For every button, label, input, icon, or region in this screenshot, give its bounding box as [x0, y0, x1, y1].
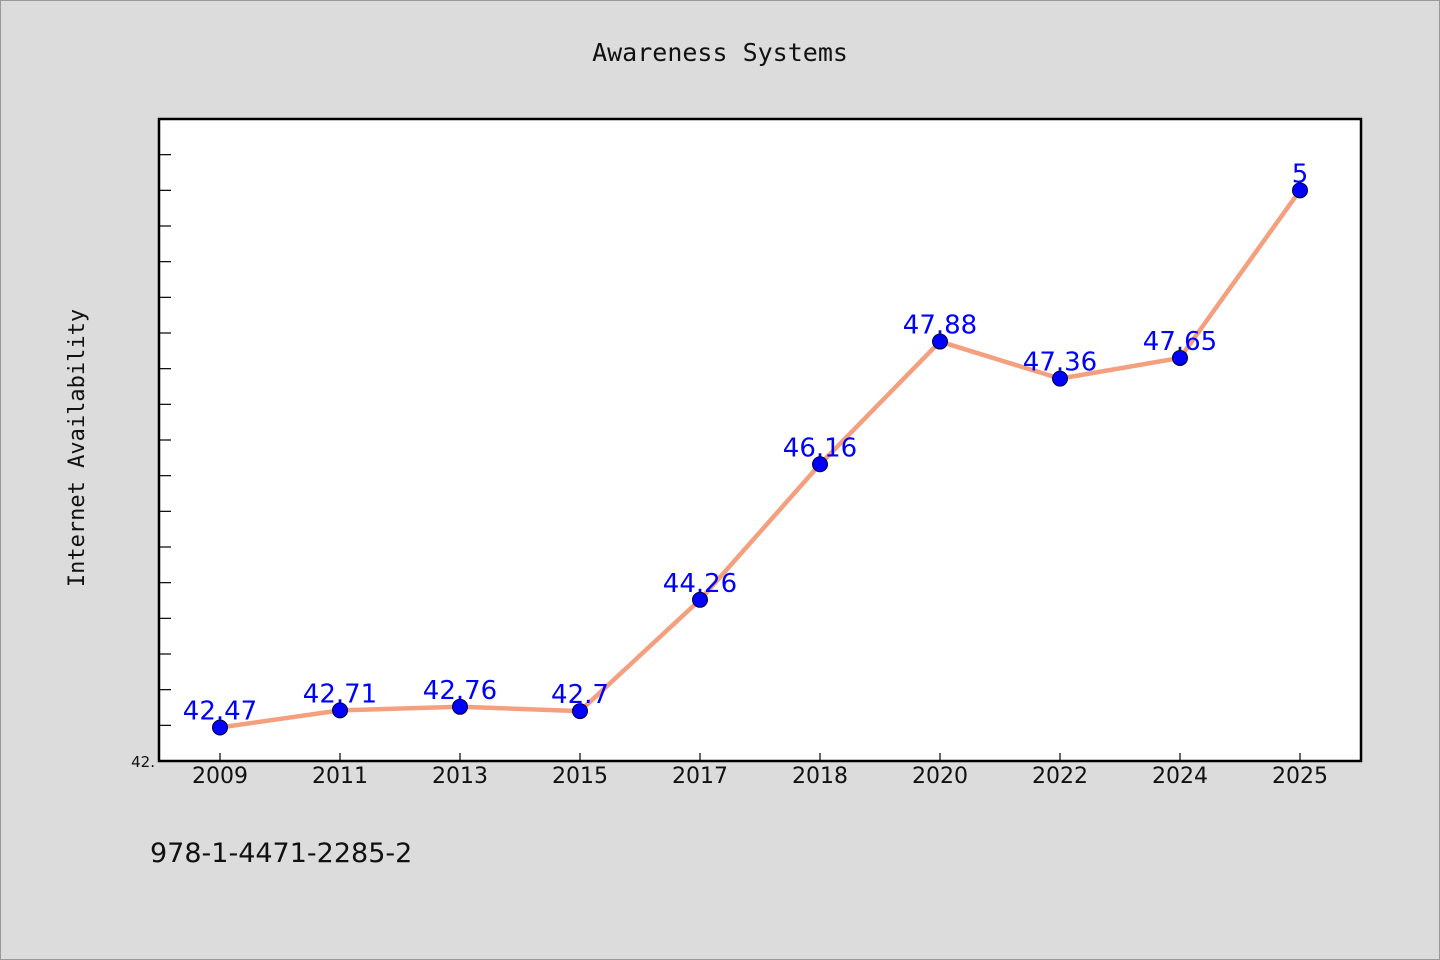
- data-point: [1052, 370, 1068, 387]
- x-tick-label: 2013: [432, 764, 488, 789]
- data-label: 42.7: [551, 680, 609, 710]
- x-tick-label: 2018: [792, 764, 848, 789]
- data-label: 47.88: [903, 311, 977, 341]
- x-tick-label: 2020: [912, 764, 968, 789]
- x-tick-label: 2025: [1272, 764, 1328, 789]
- data-label: 5: [1292, 159, 1309, 189]
- data-point: [1292, 182, 1308, 199]
- data-point: [932, 333, 948, 350]
- series-points: [212, 182, 1308, 736]
- x-tick-label: 2024: [1152, 764, 1208, 789]
- data-point: [692, 591, 708, 608]
- footer-isbn: 978-1-4471-2285-2: [150, 838, 412, 869]
- data-label: 47.65: [1143, 327, 1217, 357]
- data-labels: 42.47 42.71 42.76 42.7 44.26 46.16 47.88 47.36 4…: [183, 159, 1308, 726]
- data-label: 42.71: [303, 679, 377, 709]
- x-tick-label: 2017: [672, 764, 728, 789]
- y-axis-tick-labels: 42.: [131, 753, 155, 771]
- series-lines: [219, 189, 1302, 730]
- data-point: [452, 698, 468, 715]
- x-tick-label: 2011: [312, 764, 368, 789]
- x-tick-label: 2015: [552, 764, 608, 789]
- series-line: [219, 189, 1302, 730]
- x-axis-tick-labels: 2009 2011 2013 2015 2017 2018 2020 2022 2024 2025: [192, 764, 1328, 789]
- chart-title: Awareness Systems: [592, 38, 848, 67]
- data-point: [1172, 349, 1188, 366]
- y-axis-label: Internet Availability: [65, 309, 90, 587]
- x-axis-ticks: [219, 753, 1301, 761]
- data-label: 47.36: [1023, 348, 1097, 378]
- data-label: 44.26: [663, 569, 737, 599]
- data-point: [572, 703, 588, 720]
- x-tick-label: 2022: [1032, 764, 1088, 789]
- data-point: [812, 456, 828, 473]
- data-point: [212, 719, 228, 736]
- data-label: 46.16: [783, 433, 857, 463]
- data-point: [332, 702, 348, 719]
- x-tick-label: 2009: [192, 764, 248, 789]
- y-tick-label: 42.: [131, 753, 155, 771]
- plot-area: [157, 117, 1363, 763]
- data-label: 42.47: [183, 696, 257, 726]
- data-label: 42.76: [423, 676, 497, 706]
- y-axis-ticks: [159, 154, 171, 726]
